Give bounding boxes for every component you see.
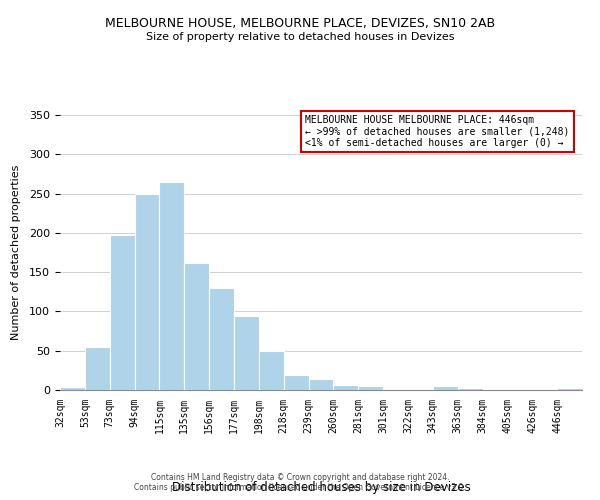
Bar (209, 288, 234, 390)
Bar (134, 194, 160, 390)
Text: Size of property relative to detached houses in Devizes: Size of property relative to detached ho… (146, 32, 454, 42)
Bar (284, 375, 308, 390)
Text: MELBOURNE HOUSE, MELBOURNE PLACE, DEVIZES, SN10 2AB: MELBOURNE HOUSE, MELBOURNE PLACE, DEVIZE… (105, 18, 495, 30)
Bar (234, 316, 259, 390)
Bar (184, 262, 209, 390)
Bar (433, 386, 458, 390)
Text: MELBOURNE HOUSE MELBOURNE PLACE: 446sqm
← >99% of detached houses are smaller (1: MELBOURNE HOUSE MELBOURNE PLACE: 446sqm … (305, 115, 570, 148)
Y-axis label: Number of detached properties: Number of detached properties (11, 165, 21, 340)
Bar (358, 386, 383, 390)
X-axis label: Distribution of detached houses by size in Devizes: Distribution of detached houses by size … (172, 482, 470, 494)
Bar (110, 235, 134, 390)
Bar (308, 379, 334, 390)
Bar (60, 387, 85, 390)
Text: Contains HM Land Registry data © Crown copyright and database right 2024.
Contai: Contains HM Land Registry data © Crown c… (134, 473, 466, 492)
Bar (160, 182, 184, 390)
Bar (458, 388, 482, 390)
Bar (334, 386, 358, 390)
Bar (259, 350, 284, 390)
Bar (557, 388, 582, 390)
Bar (85, 347, 110, 390)
